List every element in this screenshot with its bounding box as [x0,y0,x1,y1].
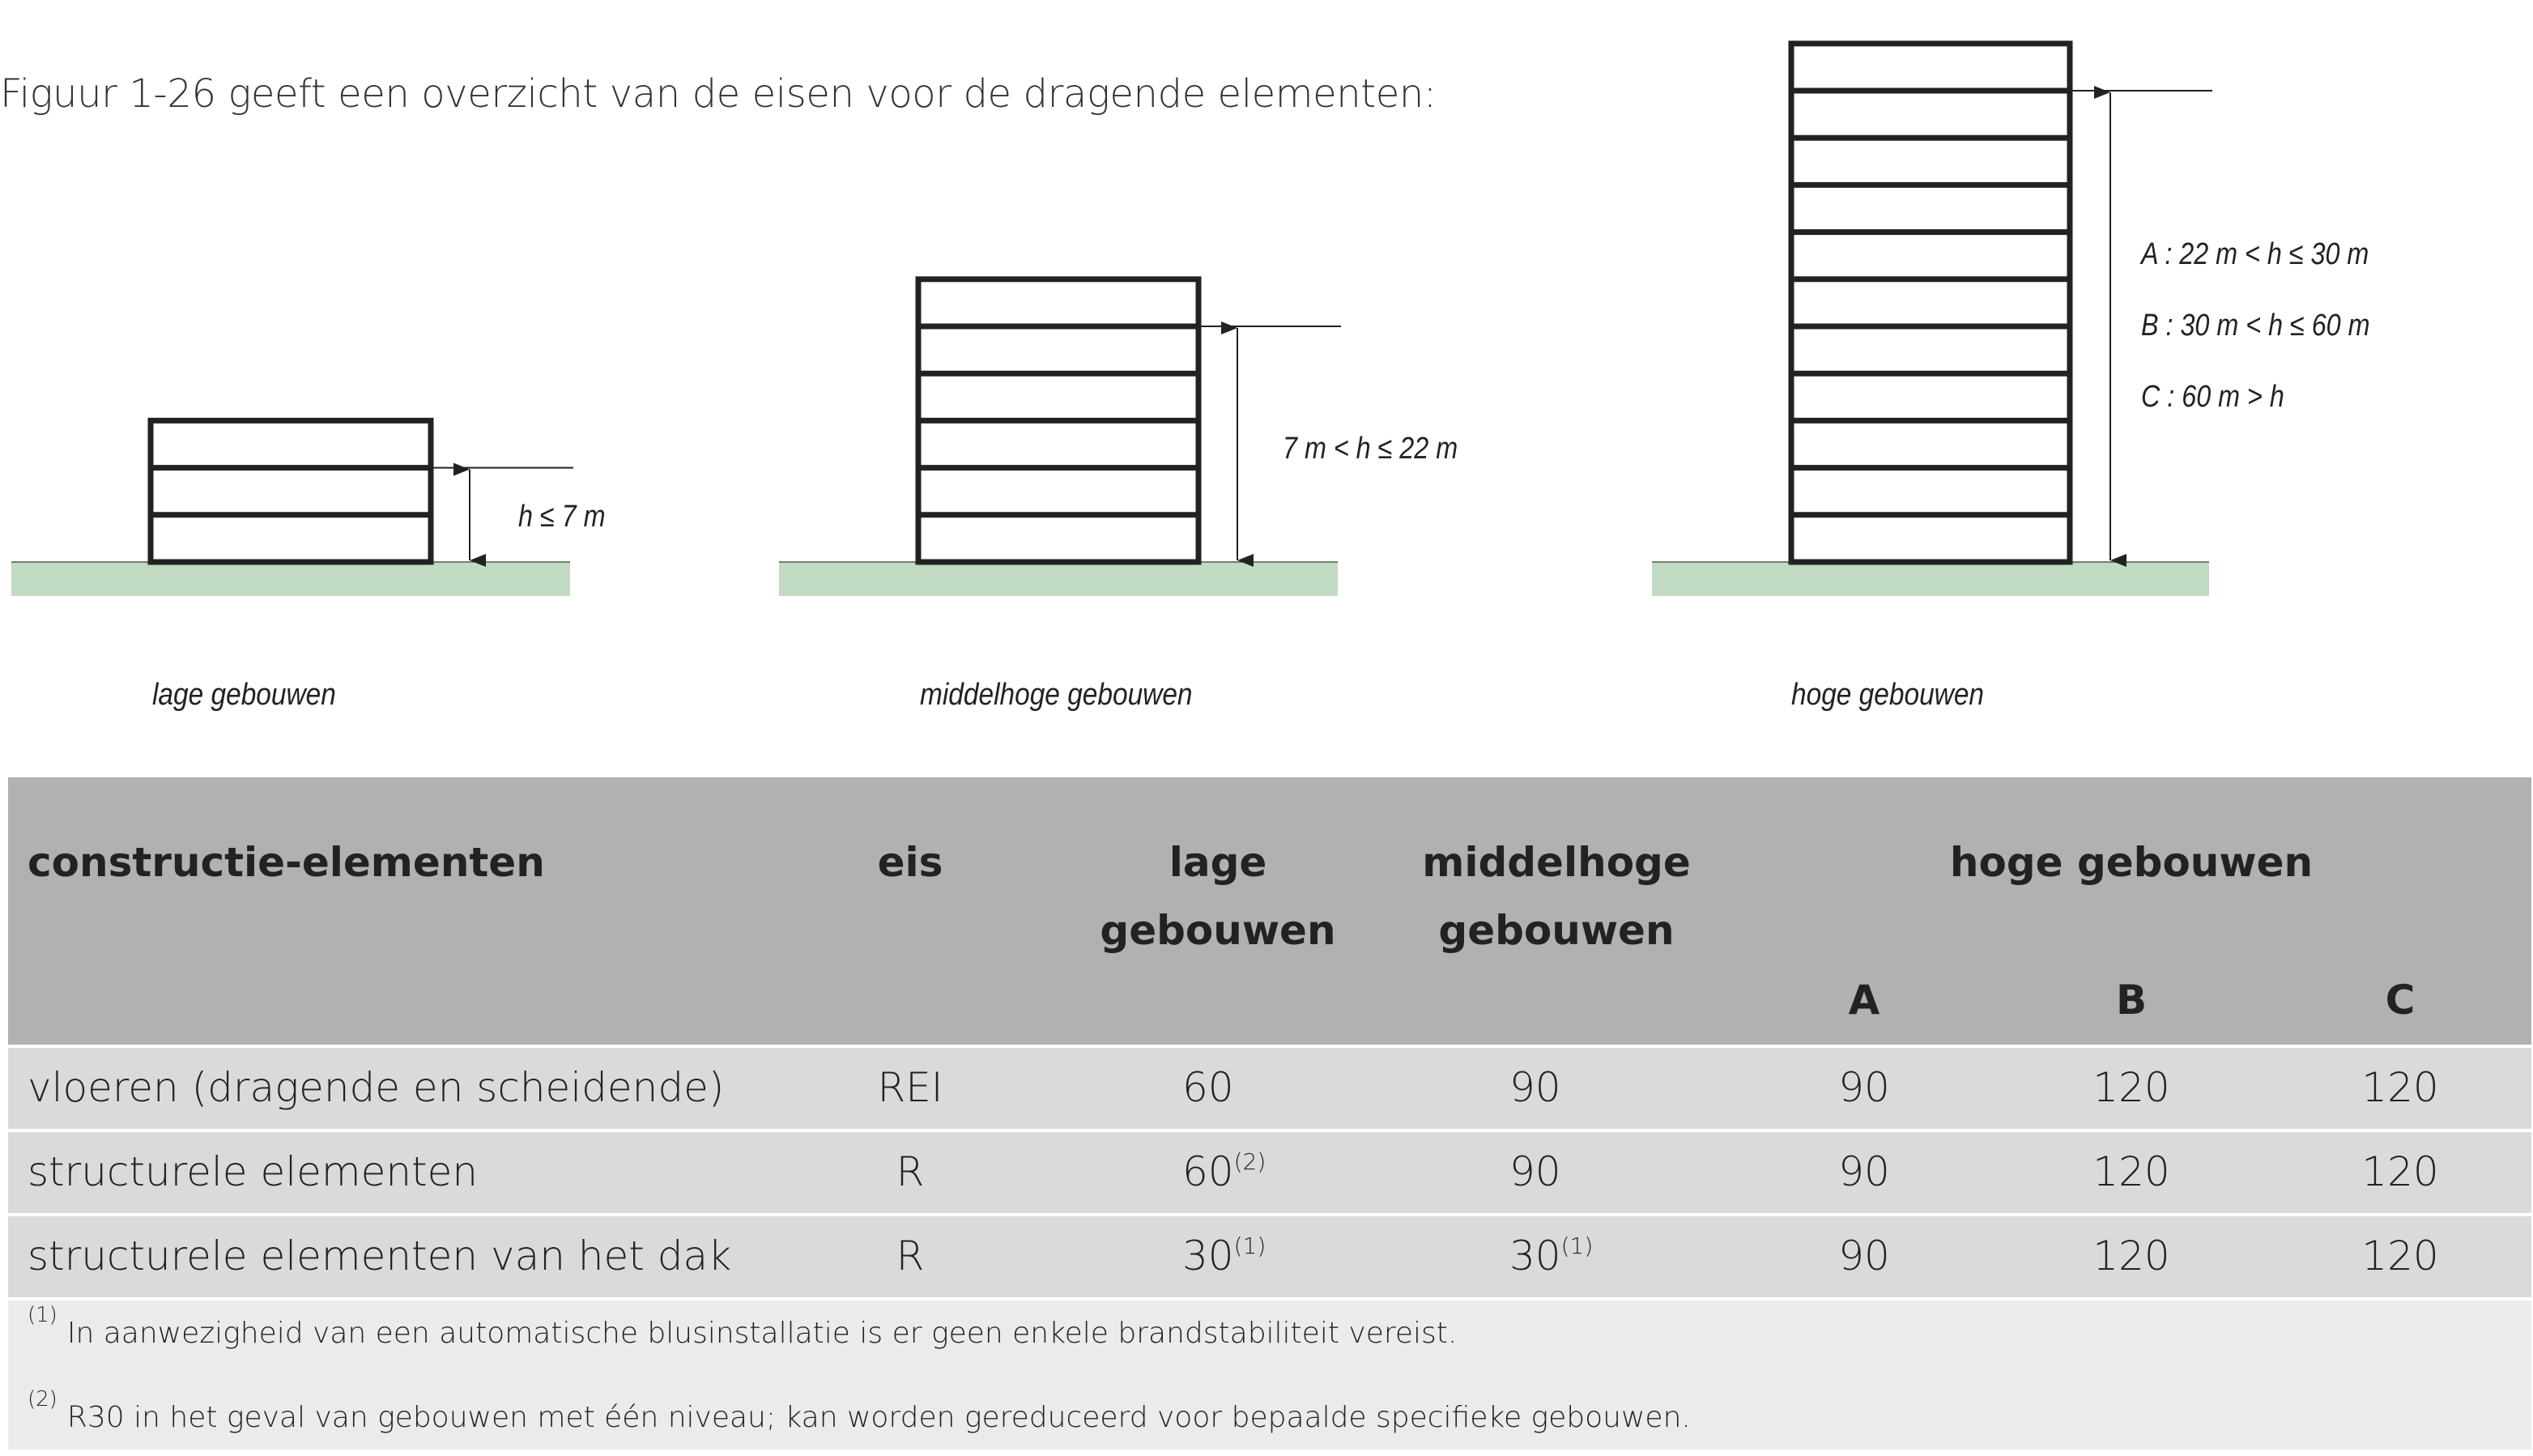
cell-lage: 60 [1182,1048,1234,1129]
value: 30 [1509,1232,1561,1279]
cell-eis: REI [877,1064,943,1111]
header-a: A [1848,977,1880,1024]
footnote-text: R30 in het geval van gebouwen met één ni… [66,1401,1691,1435]
header-eis: eis [877,839,943,886]
ground [779,562,1338,596]
low-height-label: h ≤ 7 m [518,500,606,534]
footnote-text: In aanwezigheid van een automatische blu… [66,1317,1458,1351]
caption-low: lage gebouwen [152,679,336,713]
table-row: vloeren (dragende en scheidende) REI 60 … [8,1048,2531,1129]
cell-a: 90 [1838,1232,1890,1279]
cell-c: 120 [2361,1232,2439,1279]
header-middel-2: gebouwen [1438,907,1675,954]
footnote-2: (2) R30 in het geval van gebouwen met één… [28,1388,1691,1435]
table-row: structurele elementen R 60(2) 90 90 120 … [8,1132,2531,1213]
footnote-mark: (1) [28,1304,57,1328]
cell-c: 120 [2361,1064,2439,1111]
cell-a: 90 [1838,1064,1890,1111]
header-element: constructie-elementen [28,839,545,886]
note-mark: (1) [1560,1234,1594,1260]
cell-b: 120 [2092,1064,2170,1111]
footnote-1: (1) In aanwezigheid van een automatische … [28,1304,1458,1351]
cell-b: 120 [2092,1148,2170,1195]
cell-element: structurele elementen [28,1148,479,1195]
cell-c: 120 [2361,1148,2439,1195]
cell-a: 90 [1838,1148,1890,1195]
high-height-label-a: A : 22 m < h ≤ 30 m [2141,238,2369,272]
value: 90 [1509,1064,1561,1111]
header-b: B [2115,977,2148,1024]
cell-eis: R [896,1232,925,1279]
header-lage-2: gebouwen [1100,907,1336,954]
cell-middelhoge: 90 [1509,1132,1561,1213]
cell-lage: 30(1) [1182,1216,1266,1297]
caption-high: hoge gebouwen [1791,679,1985,713]
intro-text: Figuur 1-26 geeft een overzicht van de e… [0,71,1437,117]
ground [11,562,570,596]
value: 30 [1182,1232,1234,1279]
caption-mid: middelhoge gebouwen [920,679,1193,713]
mid-height-label: 7 m < h ≤ 22 m [1283,432,1458,466]
value: 60 [1182,1064,1234,1111]
table-header: constructie-elementen eis lage gebouwen … [8,777,2531,1045]
header-lage-1: lage [1169,839,1267,886]
value: 60 [1182,1148,1234,1195]
ground [1652,562,2209,596]
cell-element: vloeren (dragende en scheidende) [28,1064,725,1111]
footnote-mark: (2) [28,1388,57,1412]
header-hoge: hoge gebouwen [1949,839,2314,886]
high-height-label-c: C : 60 m > h [2141,381,2284,415]
building-outline [147,417,434,565]
high-height-label-b: B : 30 m < h ≤ 60 m [2141,309,2370,343]
building-height-figure [11,40,2212,596]
cell-element: structurele elementen van het dak [28,1232,732,1279]
note-mark: (1) [1233,1234,1266,1260]
value: 90 [1509,1148,1561,1195]
cell-lage: 60(2) [1182,1132,1266,1213]
header-middel-1: middelhoge [1422,839,1691,886]
cell-b: 120 [2092,1232,2170,1279]
requirements-table: constructie-elementen eis lage gebouwen … [8,777,2531,1450]
cell-middelhoge: 30(1) [1509,1216,1593,1297]
note-mark: (2) [1233,1150,1266,1176]
cell-middelhoge: 90 [1509,1048,1561,1129]
cell-eis: R [896,1148,925,1195]
header-c: C [2385,977,2416,1024]
building-outline [1788,40,2073,565]
table-row: structurele elementen van het dak R 30(1… [8,1216,2531,1297]
footnotes: (1) In aanwezigheid van een automatische … [8,1301,2531,1450]
